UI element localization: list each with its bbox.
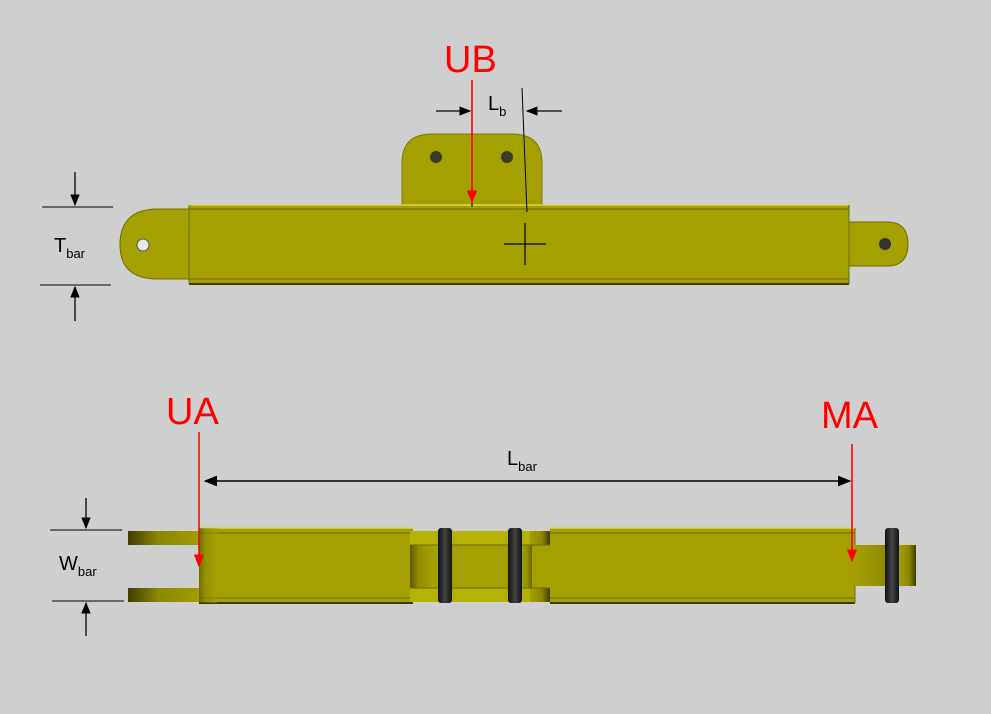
- right-pin: [885, 528, 899, 603]
- left-prong-upper: [128, 531, 203, 545]
- ub-label: UB: [444, 39, 497, 81]
- bottom-view: [128, 527, 916, 604]
- wbar-subscript: bar: [78, 564, 97, 579]
- lug-hole-left: [430, 151, 442, 163]
- lb-subscript: b: [499, 104, 506, 119]
- ua-marker: UA: [166, 391, 219, 568]
- pin-right: [508, 528, 522, 603]
- lbar-subscript: bar: [518, 459, 537, 474]
- right-tab-hole: [879, 238, 891, 250]
- left-prong-lower: [128, 588, 203, 602]
- lug-hole-right: [501, 151, 513, 163]
- tbar-label: T: [54, 235, 66, 257]
- right-end-tab: [845, 221, 909, 267]
- bottom-bar-body-left: [199, 528, 413, 603]
- pin-left: [438, 528, 452, 603]
- top-view: [119, 133, 909, 285]
- lbar-dimension: Lbar: [203, 448, 852, 487]
- center-of-gravity-mark: [504, 223, 546, 265]
- ua-label: UA: [166, 391, 219, 433]
- svg-text:Tbar: Tbar: [54, 235, 86, 261]
- left-tab-hole: [136, 238, 150, 252]
- ub-marker: UB: [444, 39, 497, 204]
- wbar-label: W: [59, 553, 78, 575]
- lb-label: L: [488, 93, 499, 115]
- ma-label: MA: [821, 395, 879, 437]
- svg-text:Lbar: Lbar: [507, 448, 538, 474]
- left-end-tab: [119, 208, 193, 280]
- svg-text:Wbar: Wbar: [59, 553, 97, 579]
- svg-text:Lb: Lb: [488, 93, 506, 119]
- tbar-dimension: Tbar: [40, 172, 113, 321]
- tbar-subscript: bar: [66, 246, 85, 261]
- bottom-bar-body-right: [550, 528, 855, 603]
- lbar-label: L: [507, 448, 518, 470]
- ma-marker: MA: [821, 395, 879, 563]
- wbar-dimension: Wbar: [50, 498, 124, 636]
